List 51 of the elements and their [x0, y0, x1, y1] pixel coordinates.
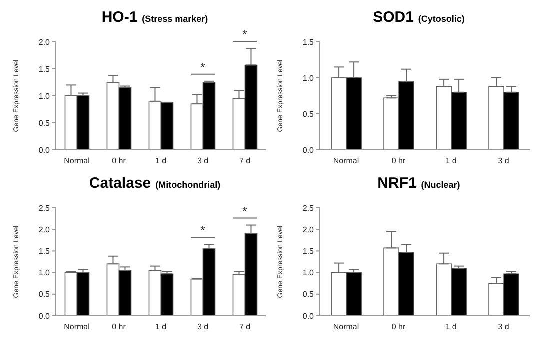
- y-tick-label: 2.5: [302, 204, 315, 213]
- chart-title: Catalase: [89, 175, 152, 192]
- y-tick-label: 2.0: [38, 38, 51, 47]
- x-tick-label: Normal: [333, 156, 360, 166]
- annotation: *: [242, 204, 248, 218]
- y-tick-label: 2.0: [38, 225, 51, 234]
- y-tick-label: 1.5: [38, 64, 51, 74]
- y-tick-label: 1.0: [302, 268, 315, 278]
- x-tick-label: Normal: [64, 322, 90, 332]
- y-tick-label: 0.5: [38, 118, 51, 128]
- x-tick-label: 0 hr: [392, 322, 406, 332]
- y-tick-label: 0.0: [38, 146, 51, 155]
- chart-subtitle: (Stress marker): [142, 14, 208, 24]
- x-tick-label: 3 d: [197, 156, 209, 166]
- annotation: *: [200, 224, 206, 238]
- x-tick-label: 1 d: [446, 322, 457, 332]
- x-tick-label: 0 hr: [112, 322, 126, 332]
- y-tick-label: 1.5: [38, 247, 51, 256]
- text: *: [242, 27, 248, 42]
- y-tick-label: 2.0: [302, 225, 315, 234]
- y-tick-label: 0.5: [302, 290, 315, 300]
- annotation: *: [200, 60, 206, 74]
- y-tick-label: 2.5: [38, 204, 51, 213]
- chart-subtitle: (Cytosolic): [418, 14, 465, 24]
- y-tick-label: 1.5: [302, 38, 315, 47]
- x-tick-label: 0 hr: [392, 156, 406, 166]
- x-tick-label: 1 d: [155, 156, 167, 166]
- y-tick-label: 0.5: [38, 290, 51, 300]
- y-tick-label: 1.0: [302, 74, 315, 83]
- x-tick-label: 1 d: [155, 322, 167, 332]
- x-tick-label: Normal: [64, 156, 90, 166]
- x-tick-label: 0 hr: [112, 156, 126, 166]
- y-tick-label: 1.5: [302, 247, 315, 256]
- chart-title: NRF1: [378, 175, 417, 192]
- y-tick-label: 0.0: [38, 312, 51, 321]
- x-tick-label: 7 d: [239, 156, 251, 166]
- y-tick-label: 0.0: [302, 312, 315, 321]
- x-tick-label: 7 d: [239, 322, 251, 332]
- chart-subtitle: (Mitochondrial): [156, 180, 221, 190]
- x-tick-label: 3 d: [197, 322, 209, 332]
- x-tick-label: 1 d: [446, 156, 457, 166]
- chart-subtitle: (Nuclear): [421, 180, 460, 190]
- x-tick-label: 3 d: [498, 156, 510, 166]
- chart-title: SOD1: [373, 9, 414, 26]
- x-tick-label: Normal: [333, 322, 360, 332]
- y-tick-label: 0.0: [302, 146, 315, 155]
- chart-title: HO-1: [102, 9, 138, 26]
- y-tick-label: 1.0: [38, 268, 51, 278]
- y-tick-label: 0.5: [302, 110, 315, 119]
- y-tick-label: 1.0: [38, 92, 51, 101]
- x-tick-label: 3 d: [498, 322, 510, 332]
